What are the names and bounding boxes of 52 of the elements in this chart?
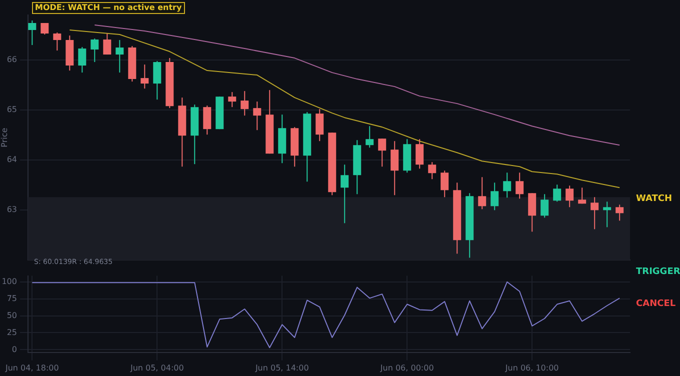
candlestick — [116, 40, 124, 74]
candlestick — [153, 60, 162, 100]
y-tick-label: 50 — [6, 310, 17, 320]
y-tick-label: 65 — [6, 105, 17, 114]
candlestick — [228, 92, 236, 108]
candlestick — [390, 140, 399, 196]
candlestick — [340, 164, 349, 224]
y-axis-title: Price — [0, 128, 9, 148]
candlestick — [90, 38, 99, 63]
y-tick-label: 63 — [6, 205, 17, 214]
x-tick-label: Jun 06, 10:00 — [504, 363, 559, 372]
candlestick — [240, 90, 249, 116]
y-tick-label: 0 — [12, 344, 17, 354]
candlestick — [553, 184, 562, 202]
candlestick — [53, 32, 62, 52]
candlestick — [366, 126, 374, 148]
text: CANCEL — [636, 298, 676, 310]
candlestick — [540, 194, 549, 218]
y-tick-label: 64 — [6, 155, 17, 164]
text: MODE: WATCH — no active entry — [32, 2, 185, 14]
candlestick — [378, 138, 386, 168]
candlestick — [566, 185, 574, 208]
candlestick — [316, 108, 324, 142]
candlestick — [416, 138, 424, 170]
text: TRIGGER — [636, 266, 680, 278]
x-tick-label: Jun 05, 04:00 — [129, 363, 184, 372]
candlestick — [203, 105, 212, 136]
x-tick-label: Jun 06, 00:00 — [379, 363, 434, 372]
candlestick — [440, 170, 449, 198]
candlestick — [578, 187, 586, 204]
candlestick — [478, 176, 486, 210]
y-tick-label: 100 — [2, 276, 17, 286]
x-tick-label: Jun 05, 14:00 — [254, 363, 309, 372]
candlestick — [28, 20, 36, 46]
candlestick — [428, 162, 436, 180]
candlestick — [140, 64, 149, 90]
y-tick-label: 75 — [6, 294, 17, 303]
candlestick — [78, 46, 86, 74]
candlestick — [490, 182, 499, 211]
text: WATCH — [636, 193, 672, 205]
candlestick — [616, 204, 624, 222]
candlestick — [253, 101, 262, 131]
candlestick — [528, 192, 536, 232]
candlestick — [503, 172, 512, 198]
candlestick — [103, 33, 112, 56]
x-tick-label: Jun 04, 18:00 — [4, 363, 59, 372]
candlestick — [516, 172, 524, 200]
y-tick-label: 66 — [6, 55, 17, 64]
y-tick-label: 25 — [6, 328, 17, 337]
candlestick — [590, 196, 599, 230]
candlestick — [40, 22, 49, 36]
candlestick — [603, 201, 612, 228]
